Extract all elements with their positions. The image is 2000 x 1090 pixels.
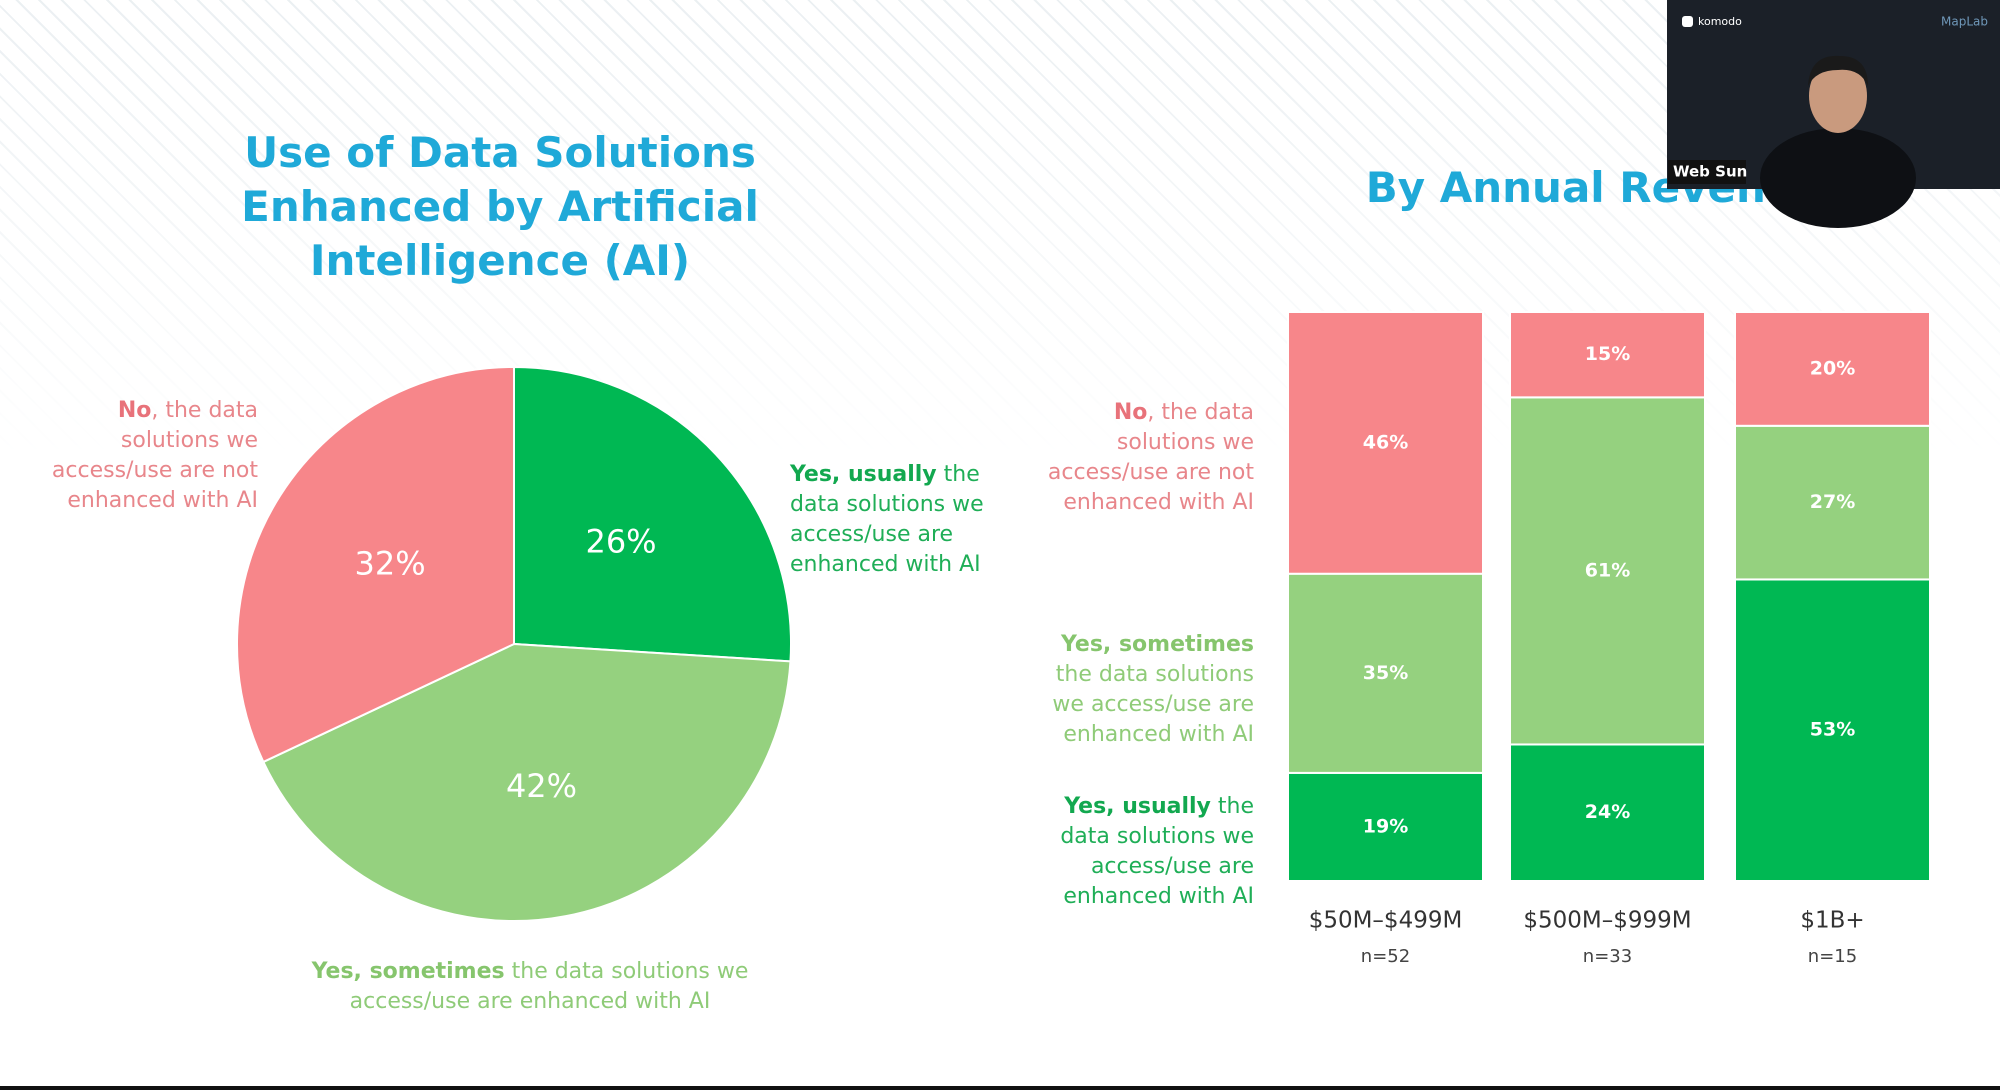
- segment-label: 20%: [1810, 357, 1855, 379]
- label-lead: No: [1113, 400, 1148, 425]
- segment-label: 15%: [1585, 343, 1630, 365]
- sample-size: n=52: [1361, 946, 1410, 967]
- speaker-name: Web Sun: [1673, 163, 1747, 181]
- x-tick-label: $1B+: [1800, 908, 1864, 934]
- label-text: the data solutions we access/use are enh…: [1052, 662, 1254, 747]
- bar-segment: [1734, 311, 1931, 427]
- segment-label: 53%: [1810, 719, 1855, 741]
- sample-size: n=33: [1583, 946, 1632, 967]
- speaker-hair: [1808, 55, 1868, 86]
- bottom-bar: [0, 1086, 2000, 1090]
- label-lead: Yes, usually: [790, 462, 937, 487]
- bar-segment: [1734, 424, 1931, 581]
- pie-slice: [236, 365, 515, 764]
- slice-category: Yes, sometimes the data solutions we acc…: [300, 957, 760, 1017]
- label-lead: Yes, sometimes: [311, 959, 505, 984]
- slice-category: No, the data solutions we access/use are…: [40, 396, 258, 516]
- label-text: the data solutions we access/use are enh…: [349, 959, 749, 1014]
- label-lead: Yes, sometimes: [1061, 632, 1254, 657]
- bar-segment: [1287, 311, 1484, 575]
- segment-label: 61%: [1585, 559, 1630, 581]
- speaker-tag: [1668, 160, 1746, 184]
- legend-label: Yes, usually the data solutions we acces…: [1024, 792, 1254, 912]
- speaker-body: [1760, 128, 1916, 228]
- speaker-head: [1809, 59, 1867, 133]
- slice-label: 42%: [506, 767, 577, 805]
- segment-label: 35%: [1363, 662, 1408, 684]
- pie-title: Use of Data Solutions Enhanced by Artifi…: [241, 128, 759, 285]
- bar-segment: [1509, 311, 1706, 399]
- bar-segment: [1509, 396, 1706, 746]
- legend-label: No, the data solutions we access/use are…: [1024, 398, 1254, 518]
- partner-label: MapLab: [1941, 15, 1988, 29]
- segment-label: 24%: [1585, 801, 1630, 823]
- bar-segment: [1287, 572, 1484, 774]
- sample-size: n=15: [1808, 946, 1857, 967]
- segment-label: 27%: [1810, 491, 1855, 513]
- bar-segment: [1287, 771, 1484, 883]
- segment-label: 46%: [1363, 431, 1408, 453]
- label-lead: Yes, usually: [1064, 794, 1211, 819]
- brand-icon: [1682, 16, 1693, 27]
- label-text: , the data solutions we access/use are n…: [1047, 400, 1254, 515]
- x-tick-label: $50M–$499M: [1309, 908, 1463, 934]
- bar-segment: [1509, 743, 1706, 882]
- label-text: the data solutions we access/use are enh…: [790, 462, 984, 577]
- x-tick-label: $500M–$999M: [1523, 908, 1691, 934]
- label-lead: No: [117, 398, 152, 423]
- segment-label: 19%: [1363, 815, 1408, 837]
- brand-label: komodo: [1698, 15, 1742, 28]
- legend-label: Yes, sometimes the data solutions we acc…: [1024, 630, 1254, 750]
- slice-label: 32%: [354, 544, 425, 582]
- pie-slice: [262, 642, 792, 922]
- slice-category: Yes, usually the data solutions we acces…: [790, 460, 1000, 580]
- label-text: , the data solutions we access/use are n…: [51, 398, 258, 513]
- slice-label: 26%: [585, 523, 656, 561]
- label-text: the data solutions we access/use are enh…: [1060, 794, 1254, 909]
- pie-slice: [513, 365, 792, 663]
- bar-segment: [1734, 578, 1931, 882]
